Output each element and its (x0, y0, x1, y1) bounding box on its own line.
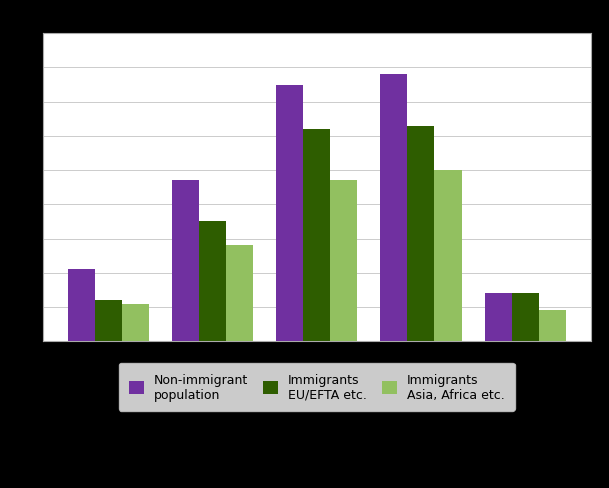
Bar (380, 75, 407, 342)
Bar (172, 181, 199, 342)
Bar (303, 130, 330, 342)
Bar (330, 181, 357, 342)
Legend: Non-immigrant
population, Immigrants
EU/EFTA etc., Immigrants
Asia, Africa etc.: Non-immigrant population, Immigrants EU/… (119, 363, 515, 411)
Bar (226, 246, 253, 342)
Bar (68, 270, 94, 342)
Bar (199, 222, 226, 342)
Bar (434, 171, 462, 342)
Bar (512, 294, 539, 342)
Bar (539, 311, 566, 342)
Bar (407, 126, 434, 342)
Bar (94, 301, 122, 342)
Bar (276, 85, 303, 342)
Bar (122, 304, 149, 342)
Bar (485, 294, 512, 342)
